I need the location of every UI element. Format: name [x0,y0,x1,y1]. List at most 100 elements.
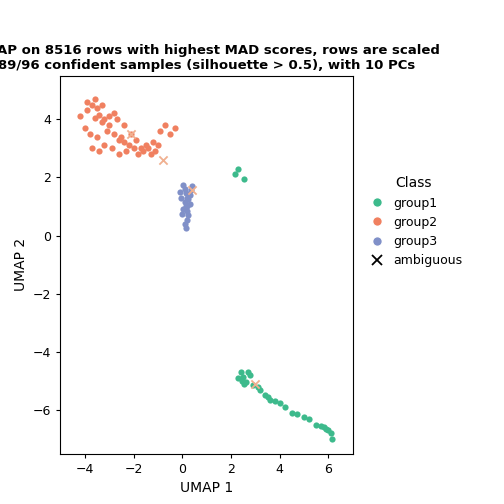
Point [312,420,320,428]
Point [185,200,194,208]
Point [240,175,248,183]
Point [239,372,247,381]
Point [115,150,123,158]
Point [234,165,242,173]
Point [110,109,118,117]
Point [180,185,188,193]
Point [81,124,89,132]
Point [88,144,96,152]
Point [184,211,193,219]
Point [240,380,248,388]
Point [266,396,274,404]
Point [231,170,239,178]
Point [179,205,187,213]
Point [182,203,190,211]
Point [159,156,167,164]
Point [91,114,99,122]
Point [246,371,255,379]
Point [234,374,242,382]
Point [244,368,252,376]
Point [103,127,111,135]
Point [147,150,155,158]
Legend: group1, group2, group3, ambiguous: group1, group2, group3, ambiguous [365,176,463,267]
Point [166,130,174,138]
Point [325,426,333,434]
Point [100,141,108,149]
Point [154,141,162,149]
Point [187,186,195,195]
Point [237,368,245,376]
Point [328,435,336,443]
Point [117,133,125,141]
Point [156,127,164,135]
Point [132,136,140,144]
Point [76,112,84,120]
Point [254,383,262,391]
Point [261,392,269,400]
Point [293,410,301,418]
Point [139,147,147,155]
Point [122,147,130,155]
Point [241,379,249,387]
Point [281,403,289,411]
Point [180,220,188,228]
Point [151,147,159,155]
Point [100,115,108,123]
Point [93,133,101,141]
Point [127,130,135,138]
Point [183,216,191,224]
Point [107,144,115,152]
Point [256,386,264,394]
Point [130,144,138,152]
Point [142,141,150,149]
Point [178,210,186,218]
Point [249,381,257,389]
Point [127,130,135,138]
Point [98,101,106,109]
Point [86,130,94,138]
Y-axis label: UMAP 2: UMAP 2 [14,238,28,291]
Point [185,191,194,199]
Point [120,121,128,129]
Point [179,180,187,188]
Point [161,121,169,129]
Point [264,393,272,401]
Point [183,207,191,215]
Point [120,139,128,147]
Point [112,115,120,123]
Point [137,144,145,152]
Point [238,377,246,385]
Point [251,380,260,388]
Point [176,188,184,196]
Point [105,121,113,129]
Point [183,203,191,211]
Point [91,95,99,103]
Point [184,195,193,203]
Title: UMAP on 8516 rows with highest MAD scores, rows are scaled
89/96 confident sampl: UMAP on 8516 rows with highest MAD score… [0,44,440,72]
Point [144,144,152,152]
Point [83,98,91,106]
Point [300,413,308,421]
Point [322,425,330,433]
Point [88,101,96,109]
Point [271,397,279,405]
Point [95,147,103,155]
Point [105,112,113,120]
Point [83,106,91,114]
Point [95,111,103,119]
Point [98,118,106,126]
X-axis label: UMAP 1: UMAP 1 [180,481,233,495]
Point [317,422,325,430]
Point [188,186,196,195]
Point [110,130,118,138]
Point [135,150,143,158]
Point [182,224,190,232]
Point [305,415,313,423]
Point [327,429,335,437]
Point [124,141,133,149]
Point [149,139,157,147]
Point [180,198,188,206]
Point [93,103,101,111]
Point [115,136,123,144]
Point [182,190,190,198]
